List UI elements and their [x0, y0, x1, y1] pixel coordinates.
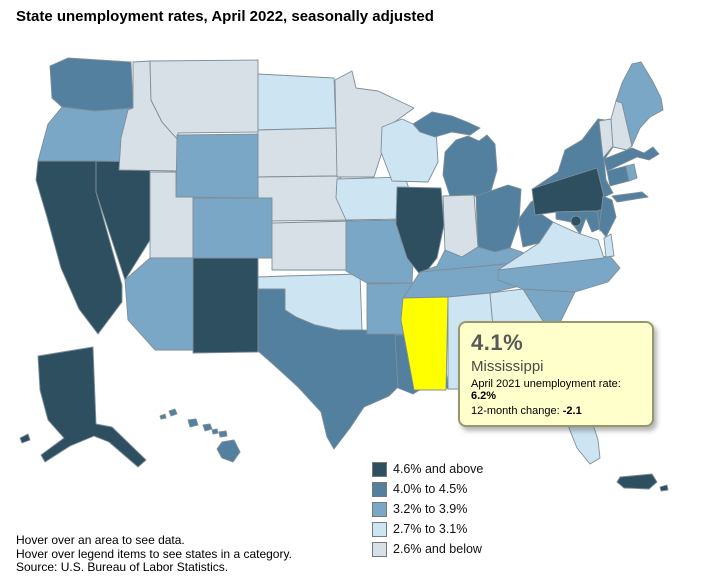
tooltip-change-line: 12-month change: -2.1: [471, 405, 643, 417]
state-ak[interactable]: [37, 346, 147, 468]
state-nc[interactable]: [497, 255, 621, 293]
state-co[interactable]: [192, 197, 273, 259]
state-hi-maui[interactable]: [218, 430, 228, 438]
tooltip-rate: 4.1%: [471, 330, 524, 355]
tooltip-state-name: Mississippi: [471, 358, 544, 375]
tooltip-prev-label: April 2021 unemployment rate:: [471, 378, 621, 390]
state-az[interactable]: [124, 257, 194, 351]
tooltip-prev-value: 6.2%: [471, 390, 497, 402]
tooltip-change-label: 12-month change:: [471, 405, 563, 417]
state-wv[interactable]: [517, 197, 554, 248]
state-il[interactable]: [395, 186, 445, 278]
state-hi-big-island[interactable]: [216, 439, 241, 463]
state-hi-oahu[interactable]: [187, 418, 199, 428]
state-nj[interactable]: [598, 195, 617, 238]
legend-item-3-2-to-3-9[interactable]: 3.2% to 3.9%: [372, 499, 483, 519]
state-ri[interactable]: [625, 163, 638, 182]
state-wi[interactable]: [380, 118, 439, 183]
state-nm[interactable]: [192, 257, 259, 354]
legend-swatch-cat4: [372, 481, 387, 497]
state-nd[interactable]: [257, 73, 337, 131]
legend-swatch-cat2: [372, 521, 387, 537]
footer-source: Source: U.S. Bureau of Labor Statistics.: [16, 560, 229, 574]
state-tx[interactable]: [257, 288, 404, 450]
state-oh[interactable]: [475, 184, 522, 253]
state-mi-lower-peninsula[interactable]: [442, 134, 498, 197]
state-wa[interactable]: [49, 57, 134, 112]
state-hi-niihau[interactable]: [159, 413, 167, 420]
tooltip-prev-rate-line: April 2021 unemployment rate: 6.2%: [471, 378, 643, 402]
legend-label: 4.6% and above: [393, 462, 484, 476]
state-va-eastern-shore[interactable]: [603, 233, 615, 258]
legend-label: 2.6% and below: [393, 542, 482, 556]
state-hi-kauai[interactable]: [168, 408, 178, 417]
legend-label: 3.2% to 3.9%: [393, 502, 468, 516]
page-title: State unemployment rates, April 2022, se…: [16, 8, 434, 25]
hover-tooltip: 4.1% Mississippi April 2021 unemployment…: [458, 321, 654, 427]
legend: 4.6% and above 4.0% to 4.5% 3.2% to 3.9%…: [372, 459, 483, 559]
tooltip-change-value: -2.1: [562, 405, 582, 417]
state-ak-island[interactable]: [19, 433, 31, 444]
state-dc-dot[interactable]: [570, 215, 582, 227]
legend-item-2-6-and-below[interactable]: 2.6% and below: [372, 539, 483, 559]
state-ma[interactable]: [603, 146, 660, 172]
footer-notes: Hover over an area to see data. Hover ov…: [16, 534, 292, 575]
state-pr[interactable]: [616, 473, 658, 490]
legend-swatch-cat3: [372, 501, 387, 517]
state-me[interactable]: [615, 61, 664, 147]
legend-item-4-6-and-above[interactable]: 4.6% and above: [372, 459, 483, 479]
state-ny-long-island[interactable]: [611, 191, 649, 203]
legend-item-2-7-to-3-1[interactable]: 2.7% to 3.1%: [372, 519, 483, 539]
state-hi-molokai[interactable]: [202, 423, 213, 432]
state-wy[interactable]: [175, 133, 259, 199]
legend-item-4-0-to-4-5[interactable]: 4.0% to 4.5%: [372, 479, 483, 499]
legend-label: 4.0% to 4.5%: [393, 482, 468, 496]
state-hi-lanai[interactable]: [211, 428, 219, 435]
footer-hint-legend: Hover over legend items to see states in…: [16, 546, 292, 561]
state-mi-upper-peninsula[interactable]: [412, 111, 481, 138]
footer-hint-area: Hover over an area to see data.: [16, 533, 185, 547]
state-pr-vieques[interactable]: [659, 484, 669, 492]
legend-swatch-cat5: [372, 461, 387, 477]
legend-label: 2.7% to 3.1%: [393, 522, 468, 536]
state-sd[interactable]: [257, 127, 341, 178]
state-in[interactable]: [442, 194, 479, 258]
legend-swatch-cat1: [372, 541, 387, 557]
